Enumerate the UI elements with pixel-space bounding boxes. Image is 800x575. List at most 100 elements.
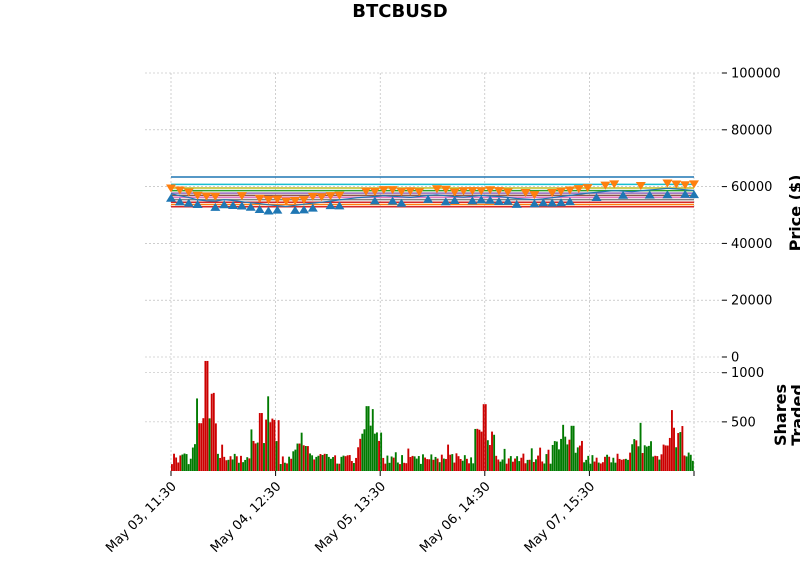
volume-bar — [327, 456, 330, 471]
volume-bar — [664, 445, 667, 471]
sell-marker — [236, 192, 247, 201]
volume-bar — [340, 456, 343, 471]
volume-bar — [493, 434, 496, 471]
volume-bar — [497, 459, 500, 471]
trade-markers — [166, 179, 699, 215]
volume-bar — [463, 455, 466, 471]
volume-bar — [635, 440, 638, 471]
sell-marker — [600, 181, 611, 190]
volume-bar — [273, 419, 276, 471]
sell-marker — [671, 180, 682, 189]
sell-marker — [325, 192, 336, 201]
buy-marker — [192, 199, 203, 208]
volume-bar — [558, 449, 560, 471]
sell-marker — [573, 185, 584, 194]
volume-bar — [430, 454, 433, 471]
x-tick-label: May 05, 13:30 — [312, 479, 389, 556]
volume-bar — [298, 443, 301, 471]
sell-marker — [298, 196, 309, 205]
sell-marker — [414, 188, 425, 197]
volume-bar — [612, 457, 615, 471]
volume-bar — [177, 462, 180, 471]
sell-marker — [547, 189, 558, 198]
volume-bar — [267, 396, 270, 471]
volume-bar — [512, 461, 514, 471]
volume-bar — [537, 455, 539, 471]
volume-bar — [392, 457, 395, 471]
buy-marker — [662, 190, 673, 199]
volume-bar — [225, 460, 228, 471]
buy-marker — [423, 194, 434, 203]
sell-marker — [493, 187, 504, 196]
volume-bar — [288, 456, 291, 471]
price-tick-label: 80000 — [731, 123, 772, 138]
volume-bar — [547, 449, 550, 471]
volume-bar — [428, 459, 431, 471]
volume-bar — [572, 425, 575, 471]
volume-bar — [283, 462, 286, 471]
price-grid — [145, 72, 722, 358]
volume-bar — [281, 456, 284, 471]
volume-bar — [399, 464, 401, 471]
volume-bar — [614, 462, 617, 471]
sell-marker — [396, 187, 407, 196]
buy-marker — [618, 190, 629, 199]
volume-bar — [643, 445, 646, 471]
volume-bar — [440, 454, 443, 471]
price-close-line — [170, 187, 695, 208]
volume-bar — [346, 455, 349, 471]
volume-bar — [597, 462, 600, 471]
buy-marker — [210, 202, 221, 211]
buy-marker — [228, 200, 239, 209]
volume-bar — [662, 444, 665, 471]
volume-bar — [306, 446, 309, 471]
volume-bar — [641, 453, 644, 471]
volume-bar — [681, 426, 684, 471]
volume-bar — [668, 437, 671, 471]
volume-bar — [647, 445, 650, 471]
volume-bar — [539, 447, 542, 471]
volume-bar — [334, 455, 337, 471]
buy-marker — [290, 205, 301, 214]
volume-bar — [532, 462, 535, 471]
volume-bar — [516, 456, 519, 471]
volume-bar — [436, 458, 439, 471]
volume-bar — [252, 440, 255, 471]
volume-bar — [189, 458, 192, 471]
sell-marker — [272, 195, 283, 204]
buy-marker — [564, 197, 575, 206]
volume-bar — [566, 444, 569, 471]
x-tick-label: May 04, 12:30 — [208, 479, 285, 556]
price-levels — [171, 176, 694, 208]
volume-bar — [187, 464, 190, 471]
volume-bar — [581, 440, 583, 471]
volume-bar — [419, 463, 422, 471]
volume-bar — [233, 453, 236, 471]
volume-bar — [353, 463, 355, 471]
volume-bar — [541, 461, 544, 471]
volume-bar — [338, 463, 341, 471]
volume-bar — [624, 458, 627, 471]
volume-bar — [535, 459, 537, 471]
volume-bar — [223, 456, 226, 471]
buy-marker — [556, 198, 567, 207]
buy-marker — [591, 192, 602, 201]
volume-bar — [246, 457, 249, 471]
sell-marker — [201, 192, 212, 201]
volume-bar — [514, 458, 516, 471]
volume-bar — [499, 461, 502, 471]
buy-marker — [166, 193, 176, 202]
sell-marker — [378, 186, 389, 195]
volume-bar — [578, 445, 581, 471]
volume-bar — [631, 444, 634, 471]
volume-bar — [520, 457, 523, 471]
volume-bar — [432, 459, 435, 471]
volume-bar — [679, 432, 682, 471]
sell-marker — [431, 185, 442, 194]
volume-bar — [687, 452, 690, 471]
buy-marker — [263, 206, 274, 215]
volume-bar — [296, 443, 299, 471]
sell-marker — [564, 186, 575, 195]
volume-bar — [652, 456, 655, 471]
volume-bar — [196, 398, 198, 471]
